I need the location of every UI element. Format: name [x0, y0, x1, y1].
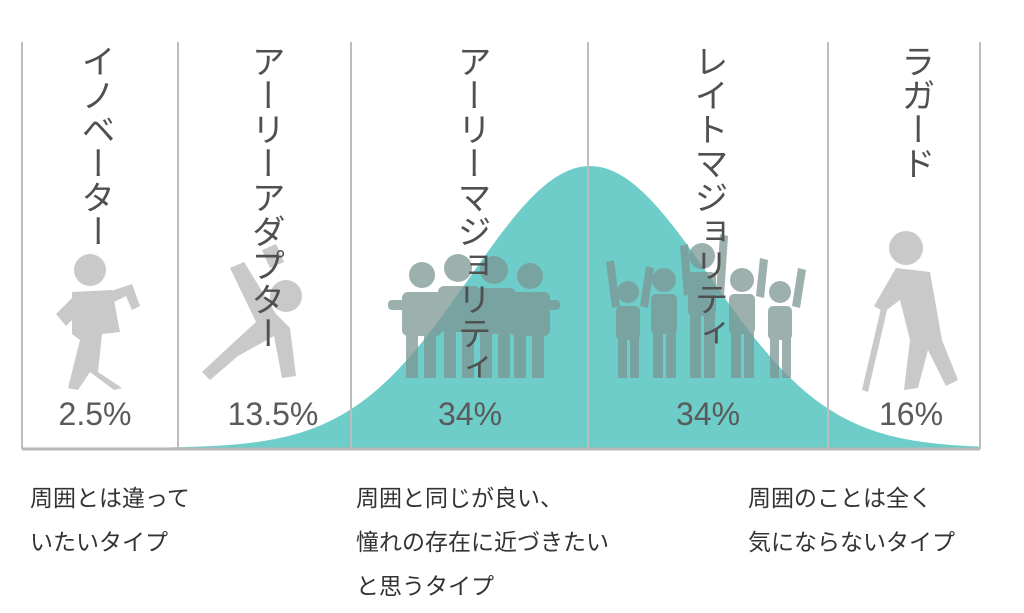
elderly-person-with-cane-icon [862, 231, 958, 392]
dancing-person-icon [56, 254, 140, 390]
value-label-late-majority: 34% [675, 396, 741, 432]
description-innovators: 周囲とは違って いたいタイプ [30, 477, 190, 565]
segment-label-laggards: ラガード [895, 44, 935, 180]
segment-label-early-adopters: アーリーアダプター [245, 44, 285, 350]
value-label-early-adopters: 13.5% [227, 396, 319, 432]
segment-label-innovators: イノベーター [75, 44, 115, 248]
chart-canvas [21, 42, 981, 451]
description-laggards: 周囲のことは全く 気にならないタイプ [748, 477, 955, 565]
description-line: いたいタイプ [30, 530, 168, 556]
description-line: 周囲とは違って [30, 486, 190, 512]
stretching-person-icon [202, 244, 302, 380]
group-arms-around-icon [388, 254, 560, 378]
description-line: 周囲と同じが良い、 [356, 486, 563, 512]
description-line: と思うタイプ [356, 574, 494, 600]
value-label-innovators: 2.5% [58, 396, 132, 432]
value-label-early-majority: 34% [437, 396, 503, 432]
value-label-laggards: 16% [878, 396, 944, 432]
description-line: 憧れの存在に近づきたい [356, 530, 609, 556]
description-line: 気にならないタイプ [748, 530, 955, 556]
segment-dividers [21, 42, 981, 449]
group-arms-raised-icon [606, 234, 806, 378]
description-line: 周囲のことは全く [748, 486, 932, 512]
description-majority: 周囲と同じが良い、 憧れの存在に近づきたい と思うタイプ [356, 477, 609, 609]
segment-label-late-majority: レイトマジョリティ [688, 44, 728, 350]
segment-label-early-majority: アーリーマジョリティ [451, 44, 491, 384]
